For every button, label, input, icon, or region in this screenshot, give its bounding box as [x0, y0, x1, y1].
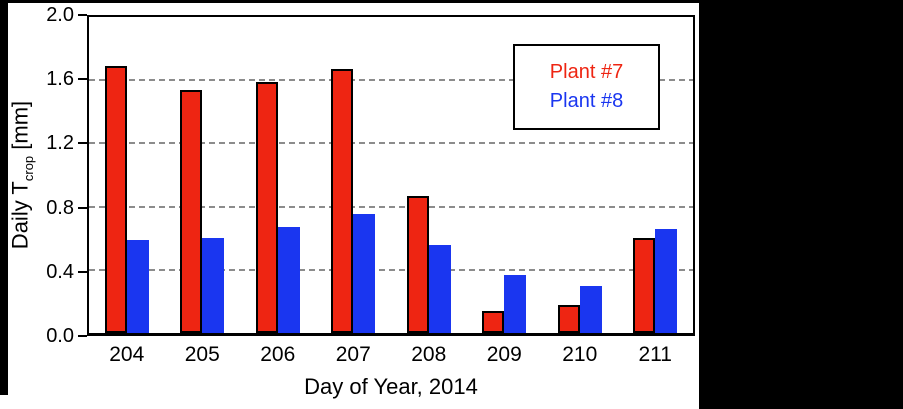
bar-plant-8-day-204	[126, 240, 149, 333]
y-axis-title: Daily Tcrop [mm]	[4, 16, 38, 335]
y-tick-label-2.0: 2.0	[46, 4, 74, 26]
y-tick-label-1.2: 1.2	[46, 132, 74, 155]
y-tick-0.4	[78, 270, 87, 273]
y-tick-label-0.4: 0.4	[46, 260, 74, 283]
x-tick-label-210: 210	[562, 343, 598, 366]
y-tick-2.0	[78, 14, 87, 16]
legend: Plant #7 Plant #8	[513, 44, 660, 130]
bar-plant-8-day-208	[428, 245, 451, 333]
gridline	[89, 79, 693, 82]
bar-plant-8-day-207	[353, 214, 376, 333]
y-tick-0.8	[78, 206, 87, 209]
y-tick-0.0	[78, 335, 87, 337]
x-tick-label-209: 209	[486, 343, 522, 366]
y-tick-label-1.6: 1.6	[46, 68, 74, 91]
x-axis-title: Day of Year, 2014	[304, 374, 478, 399]
bar-plant-8-day-211	[655, 229, 678, 333]
legend-item-plant-8: Plant #8	[549, 90, 624, 112]
bar-plant-8-day-206	[277, 227, 300, 333]
bar-plant-8-day-210	[579, 286, 602, 333]
gridline	[89, 142, 693, 145]
y-tick-1.6	[78, 78, 87, 81]
x-tick-label-208: 208	[411, 343, 447, 366]
bar-plant-7-day-211	[633, 238, 656, 333]
gridline	[89, 268, 693, 271]
figure-border-left	[0, 0, 8, 395]
x-tick-label-204: 204	[109, 343, 145, 366]
y-tick-label-0.8: 0.8	[46, 196, 74, 219]
bar-plant-8-day-205	[202, 238, 225, 333]
figure-border-top	[0, 0, 903, 3]
x-tick-label-207: 207	[335, 343, 371, 366]
legend-item-plant-7: Plant #7	[549, 61, 624, 83]
x-tick-label-205: 205	[184, 343, 220, 366]
y-tick-1.2	[78, 142, 87, 145]
bar-plant-7-day-207	[331, 69, 354, 333]
figure-border-right	[699, 0, 903, 409]
bar-plant-7-day-209	[482, 311, 505, 333]
gridline	[89, 205, 693, 208]
bar-plant-8-day-209	[504, 275, 527, 333]
bar-plant-7-day-204	[104, 66, 127, 333]
y-tick-label-0.0: 0.0	[46, 325, 74, 347]
x-tick-label-206: 206	[260, 343, 296, 366]
bar-plant-7-day-208	[406, 196, 429, 333]
bar-plant-7-day-206	[255, 82, 278, 333]
x-tick-label-211: 211	[638, 343, 672, 366]
bar-plant-7-day-205	[180, 90, 203, 333]
y-axis-title-subscript: crop	[20, 155, 36, 182]
bar-plant-7-day-210	[557, 305, 580, 333]
